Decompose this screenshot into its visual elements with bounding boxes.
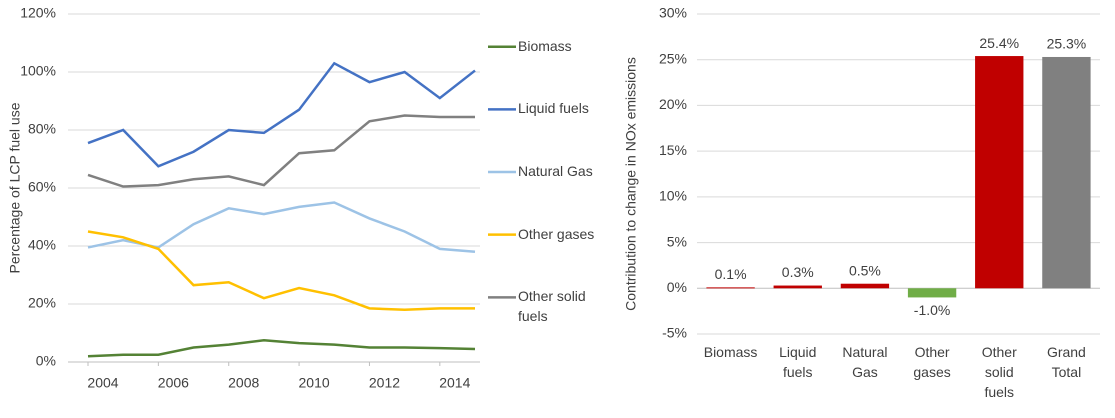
- x-tick-label: Liquid fuels: [779, 344, 817, 380]
- bar: [975, 56, 1024, 289]
- x-tick-label: Other solid fuels: [981, 344, 1017, 400]
- y-tick-label: 5%: [667, 233, 687, 249]
- legend-label: Other gases: [518, 225, 595, 242]
- x-tick-label: 2012: [369, 375, 400, 391]
- y-tick-label: 25%: [659, 50, 687, 66]
- y-tick-label: 0%: [36, 353, 56, 369]
- x-tick-label: Grand Total: [1046, 344, 1086, 380]
- y-tick-label: 15%: [659, 142, 687, 158]
- value-label: 0.3%: [782, 264, 814, 280]
- x-tick-label: Biomass: [703, 344, 758, 360]
- x-tick-label: Natural Gas: [842, 344, 888, 380]
- bar: [907, 288, 957, 298]
- value-label: 0.5%: [849, 262, 881, 278]
- x-tick-label: 2006: [158, 375, 189, 391]
- y-tick-label: 10%: [659, 188, 687, 204]
- y-tick-label: 80%: [28, 121, 56, 137]
- line-series: [87, 114, 475, 188]
- y-axis-label: Contribution to change in NOx emissions: [623, 57, 639, 311]
- x-tick-label: 2004: [87, 375, 118, 391]
- value-label: -1.0%: [914, 302, 951, 318]
- y-tick-label: 120%: [20, 5, 56, 21]
- line-series: [87, 61, 476, 168]
- legend-label: Natural Gas: [518, 163, 593, 180]
- bar: [706, 287, 755, 289]
- legend-label: Other solid fuels: [518, 288, 586, 325]
- legend-label: Liquid fuels: [518, 100, 589, 117]
- y-tick-label: 30%: [659, 5, 687, 21]
- value-label: 25.3%: [1047, 36, 1087, 52]
- y-tick-label: 40%: [28, 237, 56, 253]
- line-series: [87, 230, 475, 312]
- y-tick-label: 20%: [28, 295, 56, 311]
- line-series: [87, 338, 476, 358]
- bar: [840, 283, 890, 289]
- value-label: 25.4%: [979, 35, 1019, 51]
- x-tick-label: 2010: [299, 375, 330, 391]
- bar: [1042, 56, 1091, 289]
- y-tick-label: -5%: [662, 325, 687, 341]
- legend-label: Biomass: [518, 37, 572, 54]
- x-tick-label: 2008: [228, 375, 259, 391]
- y-tick-label: 100%: [20, 63, 56, 79]
- bar: [773, 285, 822, 289]
- y-tick-label: 20%: [659, 96, 687, 112]
- x-tick-label: Other gases: [913, 344, 951, 380]
- y-tick-label: 0%: [667, 279, 687, 295]
- value-label: 0.1%: [715, 266, 747, 282]
- y-axis-label: Percentage of LCP fuel use: [7, 102, 23, 273]
- y-tick-label: 60%: [28, 179, 56, 195]
- x-tick-label: 2014: [439, 375, 470, 391]
